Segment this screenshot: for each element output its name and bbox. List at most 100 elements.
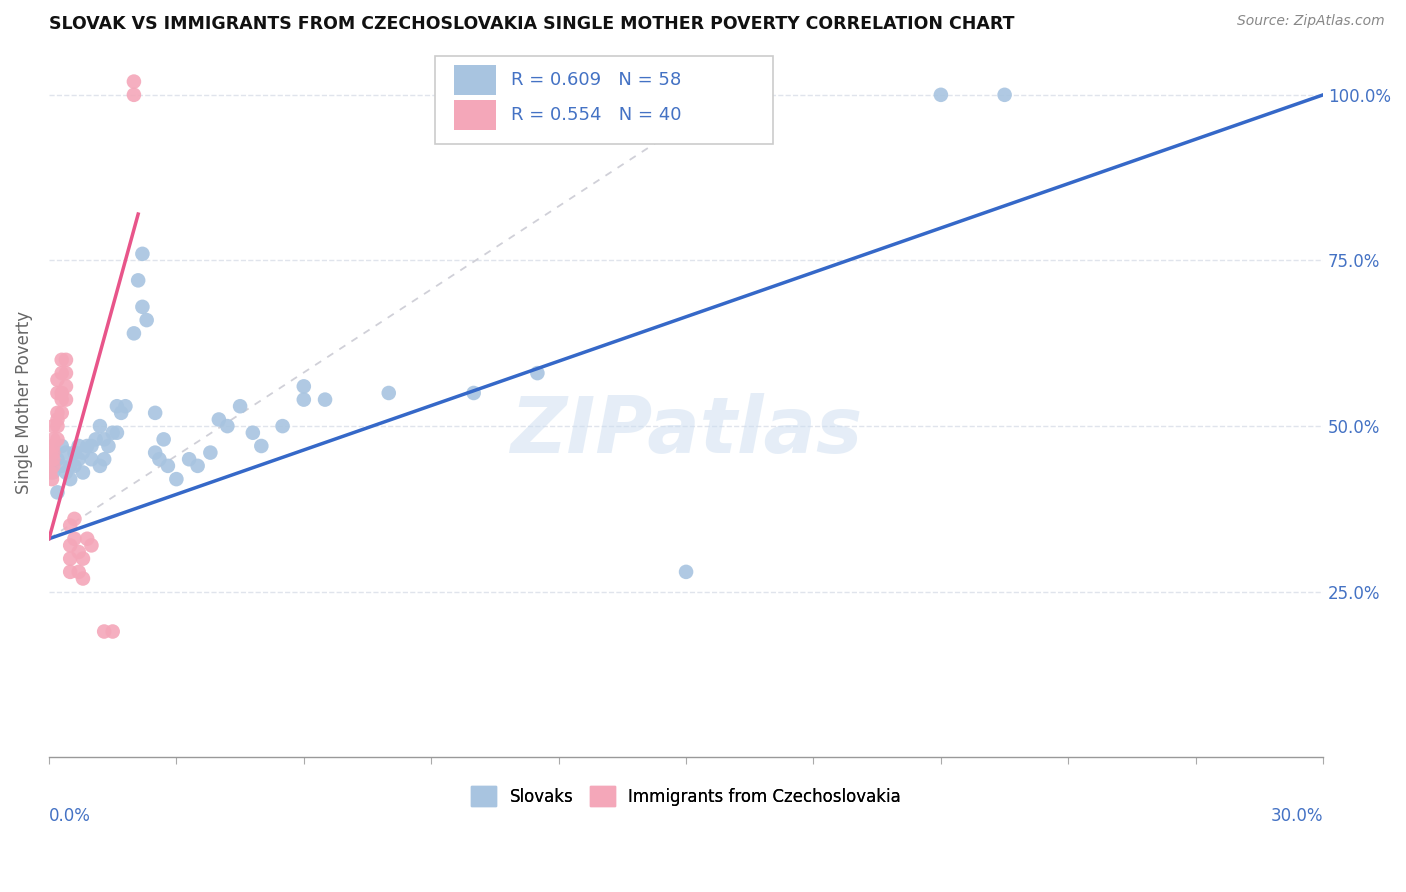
Point bbox=[42, 466, 65, 480]
Point bbox=[46, 452, 69, 467]
Point bbox=[51, 392, 73, 407]
Point bbox=[80, 538, 103, 552]
Point bbox=[131, 300, 153, 314]
Legend: Slovaks, Immigrants from Czechoslovakia: Slovaks, Immigrants from Czechoslovakia bbox=[464, 780, 908, 813]
Point bbox=[122, 74, 145, 88]
Point bbox=[165, 472, 187, 486]
Point bbox=[97, 439, 120, 453]
Point bbox=[463, 386, 485, 401]
Text: SLOVAK VS IMMIGRANTS FROM CZECHOSLOVAKIA SINGLE MOTHER POVERTY CORRELATION CHART: SLOVAK VS IMMIGRANTS FROM CZECHOSLOVAKIA… bbox=[49, 15, 1015, 33]
Text: 30.0%: 30.0% bbox=[1271, 807, 1323, 825]
Point bbox=[67, 452, 90, 467]
Point bbox=[292, 379, 315, 393]
Point bbox=[89, 458, 111, 473]
Point bbox=[39, 466, 62, 480]
Point bbox=[101, 624, 124, 639]
Point bbox=[55, 445, 77, 459]
Point bbox=[51, 406, 73, 420]
Point bbox=[42, 458, 65, 473]
Point bbox=[51, 439, 73, 453]
Y-axis label: Single Mother Poverty: Single Mother Poverty bbox=[15, 311, 32, 494]
Point bbox=[59, 518, 82, 533]
Point bbox=[72, 551, 94, 566]
Point bbox=[42, 433, 65, 447]
Point bbox=[200, 445, 222, 459]
Point bbox=[292, 392, 315, 407]
Point bbox=[42, 439, 65, 453]
Point bbox=[143, 406, 166, 420]
Point bbox=[46, 419, 69, 434]
Point bbox=[526, 366, 548, 380]
Point bbox=[46, 386, 69, 401]
Point bbox=[46, 412, 69, 426]
Point bbox=[271, 419, 294, 434]
Point bbox=[55, 366, 77, 380]
Point bbox=[110, 406, 132, 420]
Point bbox=[929, 87, 952, 102]
Point bbox=[122, 87, 145, 102]
Point bbox=[122, 326, 145, 341]
Point bbox=[89, 419, 111, 434]
Point bbox=[59, 551, 82, 566]
Point bbox=[72, 572, 94, 586]
Point bbox=[143, 445, 166, 459]
Point bbox=[131, 247, 153, 261]
Point bbox=[51, 386, 73, 401]
Point bbox=[101, 425, 124, 440]
Text: Source: ZipAtlas.com: Source: ZipAtlas.com bbox=[1237, 14, 1385, 29]
Point bbox=[93, 433, 115, 447]
Point bbox=[105, 399, 128, 413]
Bar bbox=[454, 100, 496, 130]
Text: R = 0.554   N = 40: R = 0.554 N = 40 bbox=[512, 106, 682, 124]
Point bbox=[84, 433, 107, 447]
Point bbox=[63, 532, 86, 546]
Point bbox=[67, 565, 90, 579]
Point bbox=[42, 445, 65, 459]
Point bbox=[63, 445, 86, 459]
Point bbox=[114, 399, 136, 413]
Point bbox=[80, 452, 103, 467]
Point bbox=[76, 439, 98, 453]
Point bbox=[55, 392, 77, 407]
Point bbox=[229, 399, 252, 413]
Point bbox=[179, 452, 201, 467]
Point bbox=[46, 373, 69, 387]
Bar bbox=[454, 65, 496, 95]
Point bbox=[127, 273, 149, 287]
Point bbox=[72, 466, 94, 480]
Point bbox=[314, 392, 336, 407]
Point bbox=[42, 452, 65, 467]
Point bbox=[152, 433, 174, 447]
Point bbox=[80, 439, 103, 453]
Point bbox=[59, 538, 82, 552]
Point bbox=[994, 87, 1017, 102]
Point bbox=[46, 433, 69, 447]
Point bbox=[105, 425, 128, 440]
Point bbox=[46, 406, 69, 420]
FancyBboxPatch shape bbox=[434, 55, 773, 145]
Point bbox=[675, 565, 697, 579]
Point bbox=[67, 439, 90, 453]
Point bbox=[148, 452, 170, 467]
Point bbox=[93, 624, 115, 639]
Point bbox=[51, 366, 73, 380]
Point bbox=[242, 425, 264, 440]
Point bbox=[55, 466, 77, 480]
Point bbox=[55, 352, 77, 367]
Point bbox=[55, 379, 77, 393]
Point bbox=[46, 485, 69, 500]
Point bbox=[42, 419, 65, 434]
Point bbox=[135, 313, 157, 327]
Point bbox=[208, 412, 231, 426]
Point bbox=[76, 532, 98, 546]
Point bbox=[63, 458, 86, 473]
Text: ZIPatlas: ZIPatlas bbox=[510, 393, 862, 469]
Point bbox=[93, 452, 115, 467]
Point bbox=[156, 458, 179, 473]
Point bbox=[41, 472, 63, 486]
Point bbox=[217, 419, 239, 434]
Point bbox=[72, 445, 94, 459]
Point bbox=[377, 386, 399, 401]
Point bbox=[51, 352, 73, 367]
Point bbox=[250, 439, 273, 453]
